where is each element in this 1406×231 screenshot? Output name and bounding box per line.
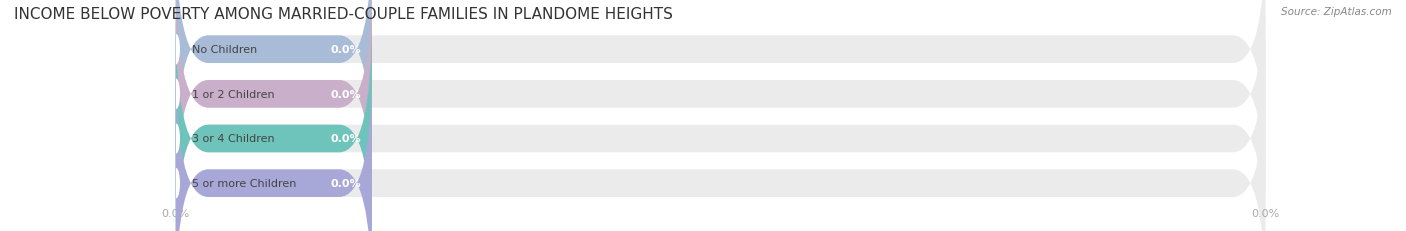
FancyBboxPatch shape xyxy=(176,0,1265,170)
Circle shape xyxy=(172,169,180,198)
FancyBboxPatch shape xyxy=(176,0,373,214)
Text: Source: ZipAtlas.com: Source: ZipAtlas.com xyxy=(1281,7,1392,17)
FancyBboxPatch shape xyxy=(176,64,373,231)
Text: 0.0%: 0.0% xyxy=(330,89,361,99)
FancyBboxPatch shape xyxy=(176,19,373,231)
FancyBboxPatch shape xyxy=(176,64,1265,231)
Text: 0.0%: 0.0% xyxy=(330,134,361,144)
Circle shape xyxy=(172,36,180,64)
Text: 0.0%: 0.0% xyxy=(330,178,361,188)
FancyBboxPatch shape xyxy=(176,0,373,170)
Text: INCOME BELOW POVERTY AMONG MARRIED-COUPLE FAMILIES IN PLANDOME HEIGHTS: INCOME BELOW POVERTY AMONG MARRIED-COUPL… xyxy=(14,7,673,22)
Circle shape xyxy=(172,125,180,153)
Text: 5 or more Children: 5 or more Children xyxy=(193,178,297,188)
FancyBboxPatch shape xyxy=(176,0,1265,214)
Text: 1 or 2 Children: 1 or 2 Children xyxy=(193,89,274,99)
Text: No Children: No Children xyxy=(193,45,257,55)
Text: 3 or 4 Children: 3 or 4 Children xyxy=(193,134,274,144)
Text: 0.0%: 0.0% xyxy=(330,45,361,55)
Circle shape xyxy=(172,80,180,109)
FancyBboxPatch shape xyxy=(176,19,1265,231)
